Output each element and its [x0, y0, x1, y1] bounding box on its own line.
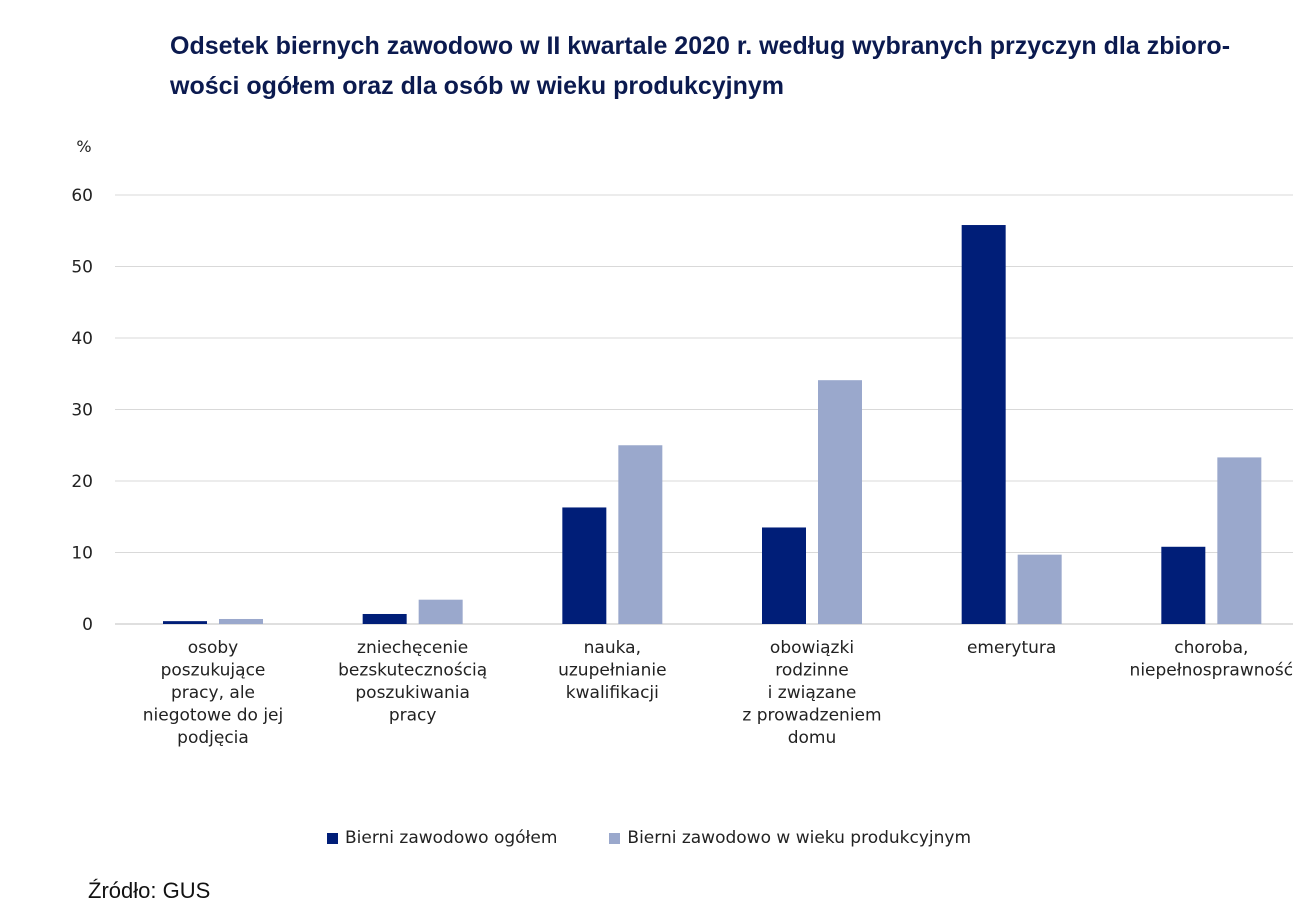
x-tick-label: domu	[788, 728, 837, 748]
x-tick-label: choroba,	[1174, 638, 1248, 658]
chart-title: Odsetek biernych zawodowo w II kwartale …	[170, 26, 1285, 106]
x-tick-label: niepełnosprawność	[1130, 661, 1294, 681]
y-tick-label: 40	[71, 329, 93, 349]
y-tick-label: 30	[71, 401, 93, 421]
x-tick-label: osoby	[188, 638, 239, 658]
x-tick-label: zniechęcenie	[357, 638, 468, 658]
bar-series-1-4	[961, 225, 1006, 624]
chart-title-line-1: Odsetek biernych zawodowo w II kwartale …	[170, 32, 1231, 60]
x-tick-label: niegotowe do jej	[143, 706, 283, 726]
x-tick-label: uzupełnianie	[558, 661, 666, 681]
legend-label-series-1: Bierni zawodowo ogółem	[344, 828, 558, 848]
source-note: Źródło: GUS	[88, 878, 211, 903]
bar-series-1-3	[762, 527, 806, 624]
x-tick-label: z prowadzeniem	[742, 706, 881, 726]
legend-item-series-2: Bierni zawodowo w wieku produkcyjnym	[609, 828, 971, 848]
bar-series-2-0	[219, 618, 263, 624]
x-tick-label: poszukiwania	[355, 683, 470, 703]
legend-item-series-1: Bierni zawodowo ogółem	[326, 828, 558, 848]
x-tick-label: rodzinne	[775, 661, 848, 681]
legend: Bierni zawodowo ogółem Bierni zawodowo w…	[0, 828, 1298, 848]
x-tick-label: emerytura	[967, 638, 1056, 658]
chart-title-line-2: wości ogółem oraz dla osób w wieku produ…	[170, 72, 785, 100]
y-tick-label: 10	[71, 544, 93, 564]
bar-series-2-3	[818, 380, 862, 624]
y-tick-label: 60	[71, 186, 93, 206]
x-tick-label: kwalifikacji	[566, 683, 659, 703]
x-tick-label: i związane	[768, 683, 857, 703]
bar-series-1-5	[1161, 546, 1206, 624]
y-tick-label: 0	[82, 615, 93, 635]
bar-series-2-1	[418, 599, 463, 624]
legend-swatch-series-2	[609, 832, 621, 844]
bar-series-2-2	[618, 445, 663, 624]
legend-swatch-series-1	[326, 832, 338, 844]
x-tick-label: obowiązki	[770, 638, 854, 658]
x-tick-label: bezskutecznością	[338, 661, 487, 681]
x-tick-label: pracy, ale	[171, 683, 255, 703]
bar-series-1-2	[562, 507, 607, 624]
y-tick-label: 50	[71, 258, 93, 278]
bar-series-2-4	[1017, 554, 1062, 624]
x-tick-label: nauka,	[584, 638, 641, 658]
y-tick-label: 20	[71, 472, 93, 492]
x-tick-label: pracy	[389, 706, 437, 726]
legend-label-series-2: Bierni zawodowo w wieku produkcyjnym	[627, 828, 972, 848]
y-axis-unit-label: %	[76, 137, 91, 156]
bar-series-2-5	[1217, 457, 1262, 624]
bar-series-1-1	[362, 613, 407, 624]
bar-series-1-0	[163, 621, 207, 624]
x-tick-label: poszukujące	[161, 661, 266, 681]
x-tick-label: podjęcia	[177, 728, 249, 748]
